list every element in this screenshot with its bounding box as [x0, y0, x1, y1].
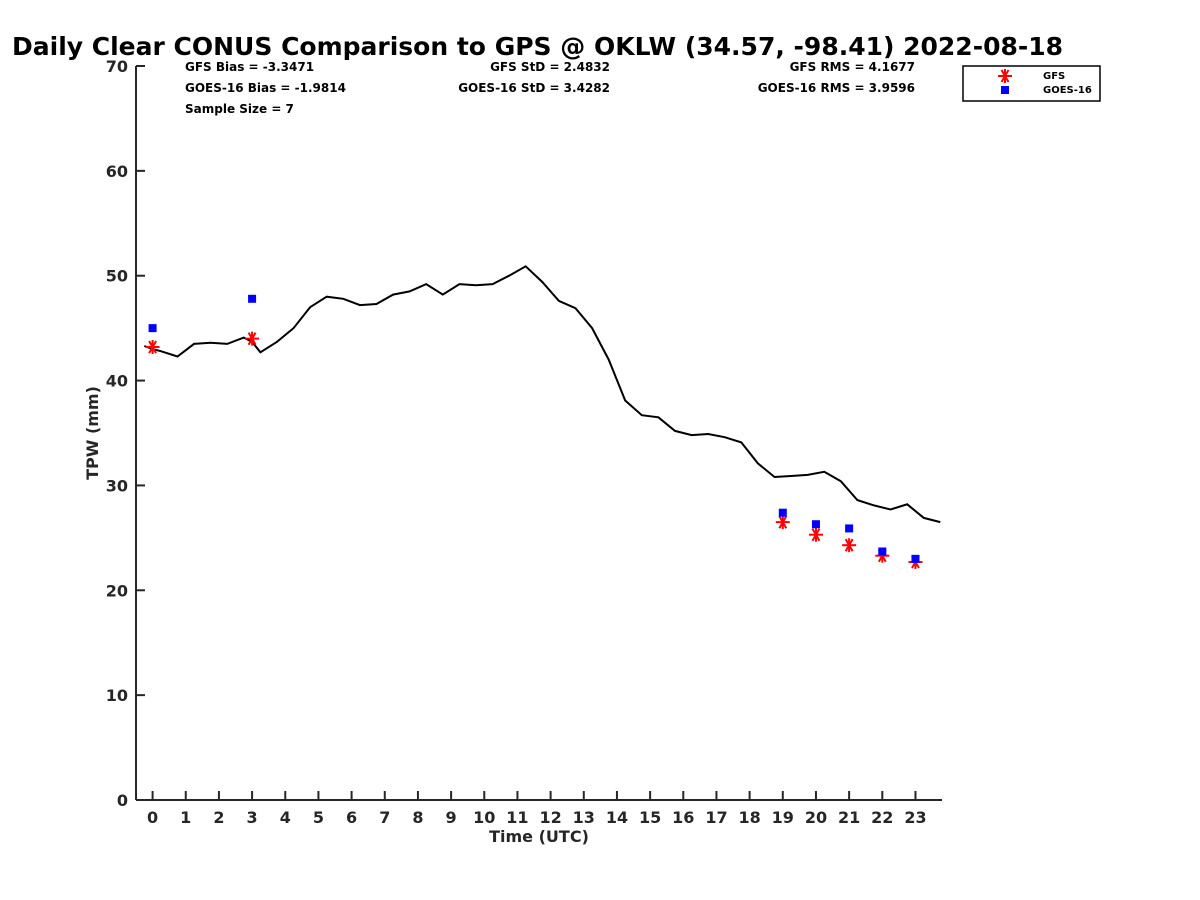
legend-goes-marker: [1001, 86, 1009, 94]
x-tick-label: 13: [573, 808, 595, 827]
goes-16-point: [845, 524, 854, 533]
y-tick-label: 30: [106, 476, 128, 495]
x-tick-label: 11: [506, 808, 528, 827]
x-tick-label: 20: [805, 808, 827, 827]
goes-16-point: [778, 508, 787, 517]
x-tick-label: 2: [213, 808, 224, 827]
y-tick-label: 10: [106, 686, 128, 705]
goes-std-stat: GOES-16 StD = 3.4282: [458, 81, 610, 95]
goes-16-point: [148, 324, 157, 333]
gfs-point: [145, 340, 160, 355]
gfs-rms-stat: GFS RMS = 4.1677: [790, 60, 915, 74]
x-tick-label: 17: [705, 808, 727, 827]
goes-bias-stat: GOES-16 Bias = -1.9814: [185, 81, 346, 95]
x-tick-label: 21: [838, 808, 860, 827]
legend: GFS GOES-16: [962, 65, 1101, 102]
x-tick-label: 14: [606, 808, 628, 827]
x-axis-label: Time (UTC): [489, 827, 589, 846]
gfs-bias-stat: GFS Bias = -3.3471: [185, 60, 314, 74]
x-tick-label: 23: [904, 808, 926, 827]
x-tick-label: 7: [379, 808, 390, 827]
legend-gfs-star: [998, 69, 1012, 83]
x-tick-label: 4: [280, 808, 291, 827]
goes-16-point: [911, 554, 920, 563]
x-tick-label: 0: [147, 808, 158, 827]
gfs-point: [808, 527, 823, 542]
goes-16-point: [811, 520, 820, 529]
y-tick-label: 20: [106, 581, 128, 600]
x-tick-label: 9: [446, 808, 457, 827]
x-tick-label: 1: [180, 808, 191, 827]
y-tick-label: 70: [106, 57, 128, 76]
legend-goes-label: GOES-16: [1043, 85, 1092, 96]
x-tick-label: 18: [738, 808, 760, 827]
gps-tpw-line: [143, 265, 941, 524]
sample-size-stat: Sample Size = 7: [185, 102, 294, 116]
gfs-point: [245, 331, 260, 346]
x-tick-label: 15: [639, 808, 661, 827]
x-tick-label: 8: [412, 808, 423, 827]
y-tick-label: 40: [106, 372, 128, 391]
y-tick-label: 50: [106, 267, 128, 286]
goes-16-point: [878, 547, 887, 556]
x-tick-label: 12: [539, 808, 561, 827]
legend-gfs-label: GFS: [1043, 71, 1065, 82]
x-tick-label: 6: [346, 808, 357, 827]
y-axis-label: TPW (mm): [83, 386, 102, 480]
x-tick-label: 19: [772, 808, 794, 827]
legend-gfs-marker: [998, 69, 1012, 83]
gfs-std-stat: GFS StD = 2.4832: [490, 60, 610, 74]
x-tick-label: 10: [473, 808, 495, 827]
x-tick-label: 22: [871, 808, 893, 827]
stats-block: GFS Bias = -3.3471 GOES-16 Bias = -1.981…: [185, 60, 915, 116]
gfs-point: [775, 515, 790, 530]
gfs-point: [842, 538, 857, 553]
plot-area: [143, 265, 941, 569]
goes-rms-stat: GOES-16 RMS = 3.9596: [758, 81, 915, 95]
x-tick-label: 5: [313, 808, 324, 827]
y-tick-label: 60: [106, 162, 128, 181]
chart-title: Daily Clear CONUS Comparison to GPS @ OK…: [12, 32, 1063, 61]
goes-16-point: [248, 294, 257, 303]
x-tick-label: 3: [247, 808, 258, 827]
legend-box: [962, 65, 1101, 102]
x-tick-label: 16: [672, 808, 694, 827]
y-tick-label: 0: [117, 791, 128, 810]
